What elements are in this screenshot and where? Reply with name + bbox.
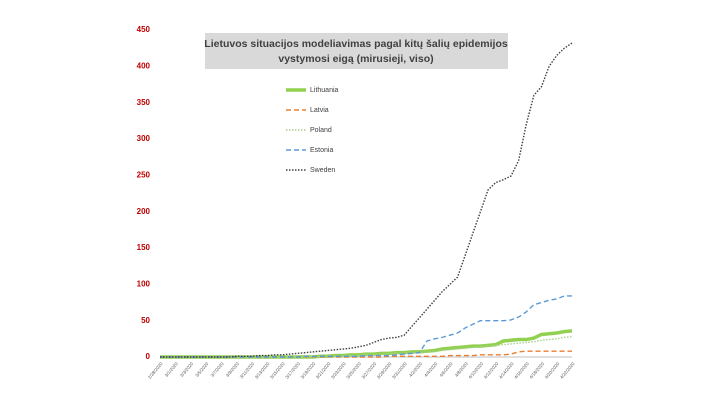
y-tick-label: 0 [146, 352, 151, 361]
y-tick-label: 50 [141, 316, 150, 325]
chart-title: vystymosi eigą (mirusieji, viso) [278, 53, 433, 65]
x-tick-label: 3/1/2020 [164, 361, 179, 378]
y-tick-label: 250 [137, 170, 151, 179]
chart-title: Lietuvos situacijos modeliavimas pagal k… [204, 38, 508, 50]
title-box [205, 33, 508, 69]
y-tick-label: 100 [137, 279, 151, 288]
y-tick-label: 400 [137, 61, 151, 70]
x-tick-label: 3/31/2020 [391, 361, 408, 380]
legend-label: Latvia [310, 107, 329, 114]
x-tick-label: 2/28/2020 [147, 361, 164, 380]
y-tick-label: 150 [137, 243, 151, 252]
x-tick-label: 4/2/2020 [408, 361, 423, 378]
x-tick-label: 3/3/2020 [179, 361, 194, 378]
x-tick-label: 4/4/2020 [423, 361, 438, 378]
series-line [160, 42, 573, 358]
y-tick-label: 350 [137, 98, 151, 107]
x-tick-label: 3/9/2020 [225, 361, 240, 378]
x-tick-label: 4/22/2020 [559, 361, 576, 380]
x-tick-label: 3/7/2020 [210, 361, 225, 378]
legend-label: Lithuania [310, 87, 339, 94]
series-line [160, 295, 572, 358]
y-tick-label: 300 [137, 134, 151, 143]
x-tick-label: 4/6/2020 [439, 361, 454, 378]
legend-label: Sweden [310, 167, 335, 174]
legend-label: Estonia [310, 147, 333, 154]
y-tick-label: 200 [137, 207, 151, 216]
series-line [160, 329, 573, 359]
x-tick-label: 3/5/2020 [194, 361, 209, 378]
x-tick-label: 4/8/2020 [454, 361, 469, 378]
legend-label: Poland [310, 127, 332, 134]
y-tick-label: 450 [137, 25, 151, 34]
